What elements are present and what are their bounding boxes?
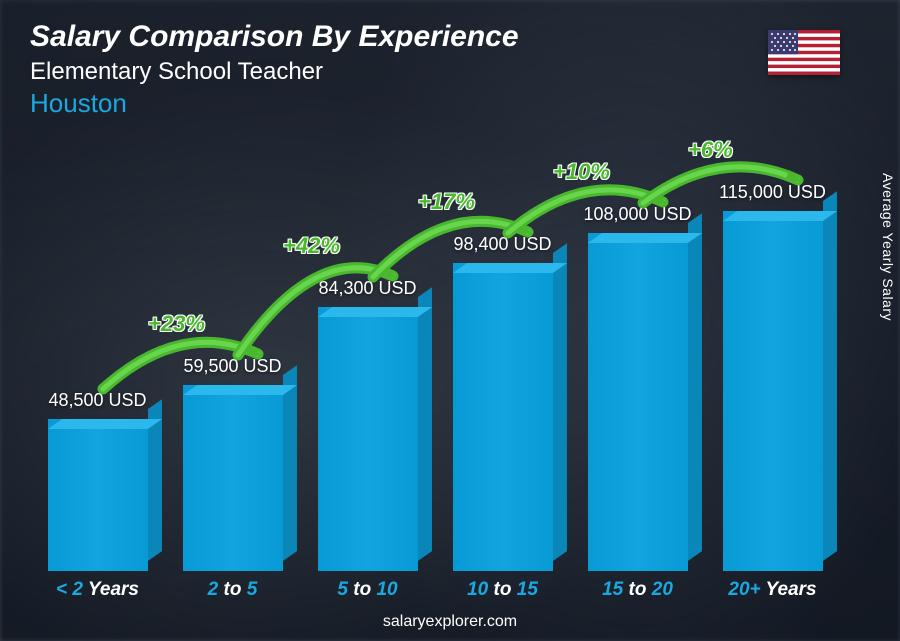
bar — [453, 263, 553, 571]
y-axis-title: Average Yearly Salary — [880, 173, 896, 321]
bar-value-label: 108,000 USD — [583, 204, 691, 225]
chart-location: Houston — [30, 88, 850, 119]
bar-value-label: 84,300 USD — [318, 278, 416, 299]
source-label: salaryexplorer.com — [0, 613, 900, 631]
bar-slot: 115,000 USD — [709, 130, 836, 571]
x-axis: < 2 Years 2 to 5 5 to 10 10 to 15 15 to 20 20… — [30, 579, 840, 601]
x-axis-label: 5 to 10 — [304, 579, 431, 601]
bar-value-label: 59,500 USD — [183, 356, 281, 377]
bar-slot: 108,000 USD — [574, 130, 701, 571]
percent-increase-label: +42% — [283, 233, 340, 259]
percent-increase-label: +17% — [418, 189, 475, 215]
bar — [48, 419, 148, 571]
x-axis-label: 2 to 5 — [169, 579, 296, 601]
bar — [183, 385, 283, 571]
chart-title: Salary Comparison By Experience — [30, 20, 850, 54]
bar-value-label: 98,400 USD — [453, 234, 551, 255]
percent-increase-label: +6% — [688, 137, 733, 163]
chart-container: Salary Comparison By Experience Elementa… — [0, 0, 900, 641]
x-axis-label: 10 to 15 — [439, 579, 566, 601]
bar — [588, 233, 688, 571]
bar-slot: 84,300 USD — [304, 130, 431, 571]
usa-flag-icon — [768, 30, 840, 75]
bar — [723, 211, 823, 571]
chart-subtitle: Elementary School Teacher — [30, 58, 850, 86]
percent-increase-label: +23% — [148, 311, 205, 337]
x-axis-label: < 2 Years — [34, 579, 161, 601]
x-axis-label: 15 to 20 — [574, 579, 701, 601]
chart-area: 48,500 USD 59,500 USD 84,300 USD 98,400 USD… — [30, 130, 840, 571]
bar-slot: 59,500 USD — [169, 130, 296, 571]
percent-increase-label: +10% — [553, 159, 610, 185]
header: Salary Comparison By Experience Elementa… — [30, 20, 850, 119]
bar — [318, 307, 418, 571]
bar-value-label: 115,000 USD — [719, 182, 826, 203]
x-axis-label: 20+ Years — [709, 579, 836, 601]
bar-value-label: 48,500 USD — [48, 390, 146, 411]
bar-slot: 48,500 USD — [34, 130, 161, 571]
